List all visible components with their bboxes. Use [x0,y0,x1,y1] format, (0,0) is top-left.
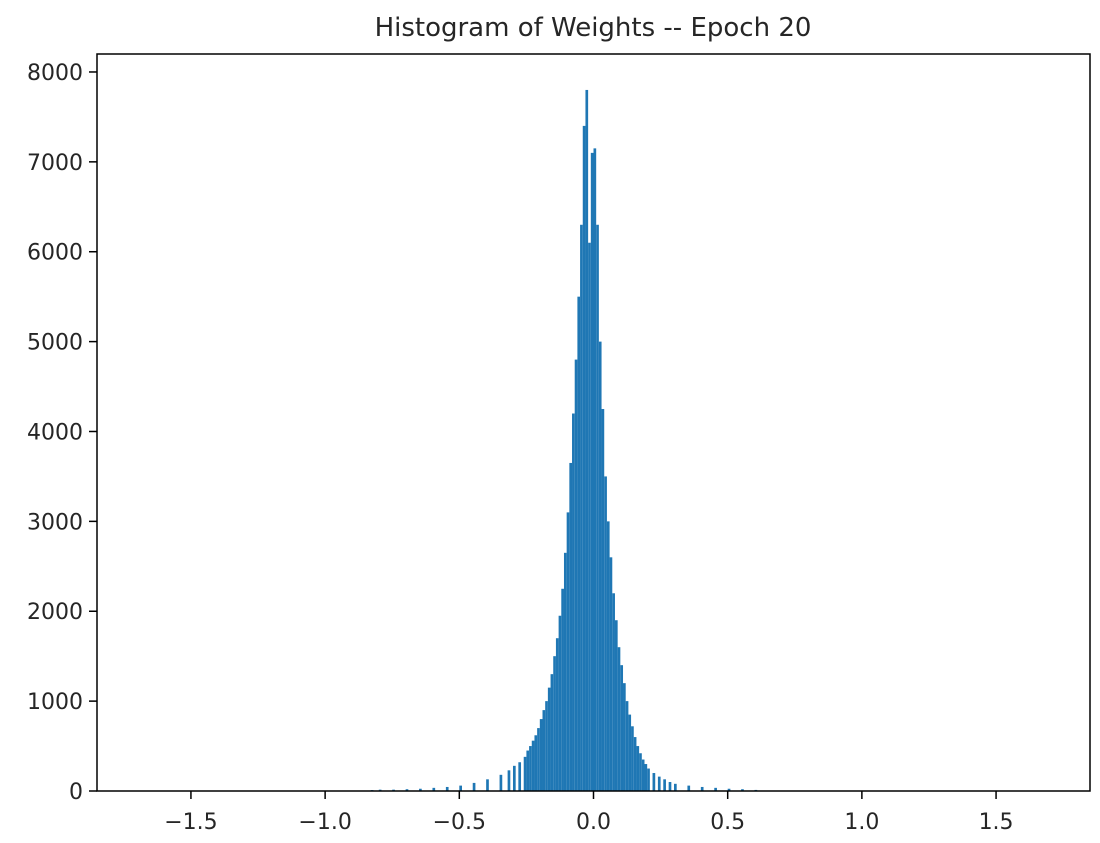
histogram-bar [405,789,409,791]
histogram-bar [577,296,581,791]
x-axis: −1.5 −1.0 −0.5 0.0 0.5 1.0 1.5 [164,791,1014,835]
histogram-bar [534,735,538,791]
histogram-bar [623,683,626,791]
histogram-bar [617,647,621,791]
histogram-bar [657,776,661,791]
y-tick-label: 1000 [27,690,83,715]
histogram-bar [555,638,559,791]
histogram-bar [526,750,530,791]
histogram-bar [574,359,578,791]
chart-title: Histogram of Weights -- Epoch 20 [375,13,812,43]
histogram-bar [687,785,691,791]
histogram-bar [531,740,535,791]
histogram-bar [741,789,744,791]
histogram-bar [647,768,650,791]
histogram-bar [601,409,605,791]
histogram-bar [563,552,567,791]
x-tick-label: 0.5 [710,810,745,835]
histogram-bar [518,762,522,791]
histogram-bar [512,765,516,791]
histogram-bar [547,687,551,791]
histogram-bar [445,786,449,791]
histogram-bar [612,593,615,791]
histogram-bar [499,774,503,791]
histogram-bar [593,148,597,791]
histogram-bar [631,726,634,791]
x-tick-label: 0.0 [576,810,611,835]
histogram-bar [507,770,511,791]
histogram-bar [545,701,548,791]
histogram-bar [604,476,607,791]
histogram-bar [727,788,731,791]
histogram-bar [674,783,677,791]
histogram-bar [572,413,575,791]
histogram-bar [558,615,562,791]
histogram-bar [663,779,666,791]
histogram-bar [620,665,624,791]
histogram-bar [606,521,610,791]
histogram-bar [539,719,543,791]
y-tick-label: 3000 [27,510,83,535]
histogram-bar [585,89,589,791]
histogram-bar [590,152,594,791]
histogram-bar [419,788,422,791]
histogram-bar [628,714,632,791]
y-tick-label: 0 [69,780,83,805]
x-tick-label: −0.5 [433,810,486,835]
histogram-bar [639,753,642,791]
histogram-bar [633,737,637,791]
histogram-bar [472,782,476,791]
x-tick-label: −1.5 [164,810,217,835]
histogram-bar [523,756,527,791]
histogram-bar [700,786,704,791]
histogram-bar [588,242,591,792]
histogram-bar [432,787,436,791]
histogram-bar [598,341,602,791]
y-tick-label: 4000 [27,420,83,445]
histogram-bar [529,746,532,791]
histogram-bar [596,224,599,791]
y-tick-label: 5000 [27,331,83,356]
x-tick-label: 1.0 [844,810,879,835]
histogram-bar [561,588,564,791]
histogram-bar [641,759,645,791]
y-tick-label: 2000 [27,600,83,625]
y-tick-label: 8000 [27,61,83,86]
histogram-bar [542,710,546,791]
histogram-bar [582,125,586,791]
histogram-bar [609,557,613,791]
histogram-bar [668,782,672,791]
histogram-bar [569,462,573,791]
histogram-bar [566,512,570,791]
histogram-bar [714,787,717,791]
histogram-bars [370,89,758,792]
histogram-bar [550,674,554,791]
y-tick-label: 6000 [27,241,83,266]
histogram-bar [580,224,583,791]
histogram-bar [636,746,640,791]
histogram-bar [614,620,618,791]
x-tick-label: −1.0 [298,810,351,835]
histogram-bar [459,785,462,791]
x-tick-label: 1.5 [979,810,1014,835]
histogram-bar [553,656,556,791]
histogram-bar [486,779,489,791]
histogram-bar [644,764,648,791]
y-axis: 0 1000 2000 3000 4000 5000 6000 7000 8000 [27,61,97,805]
histogram-bar [652,773,656,791]
histogram-bar [625,701,629,791]
histogram-bar [537,728,540,791]
y-tick-label: 7000 [27,151,83,176]
